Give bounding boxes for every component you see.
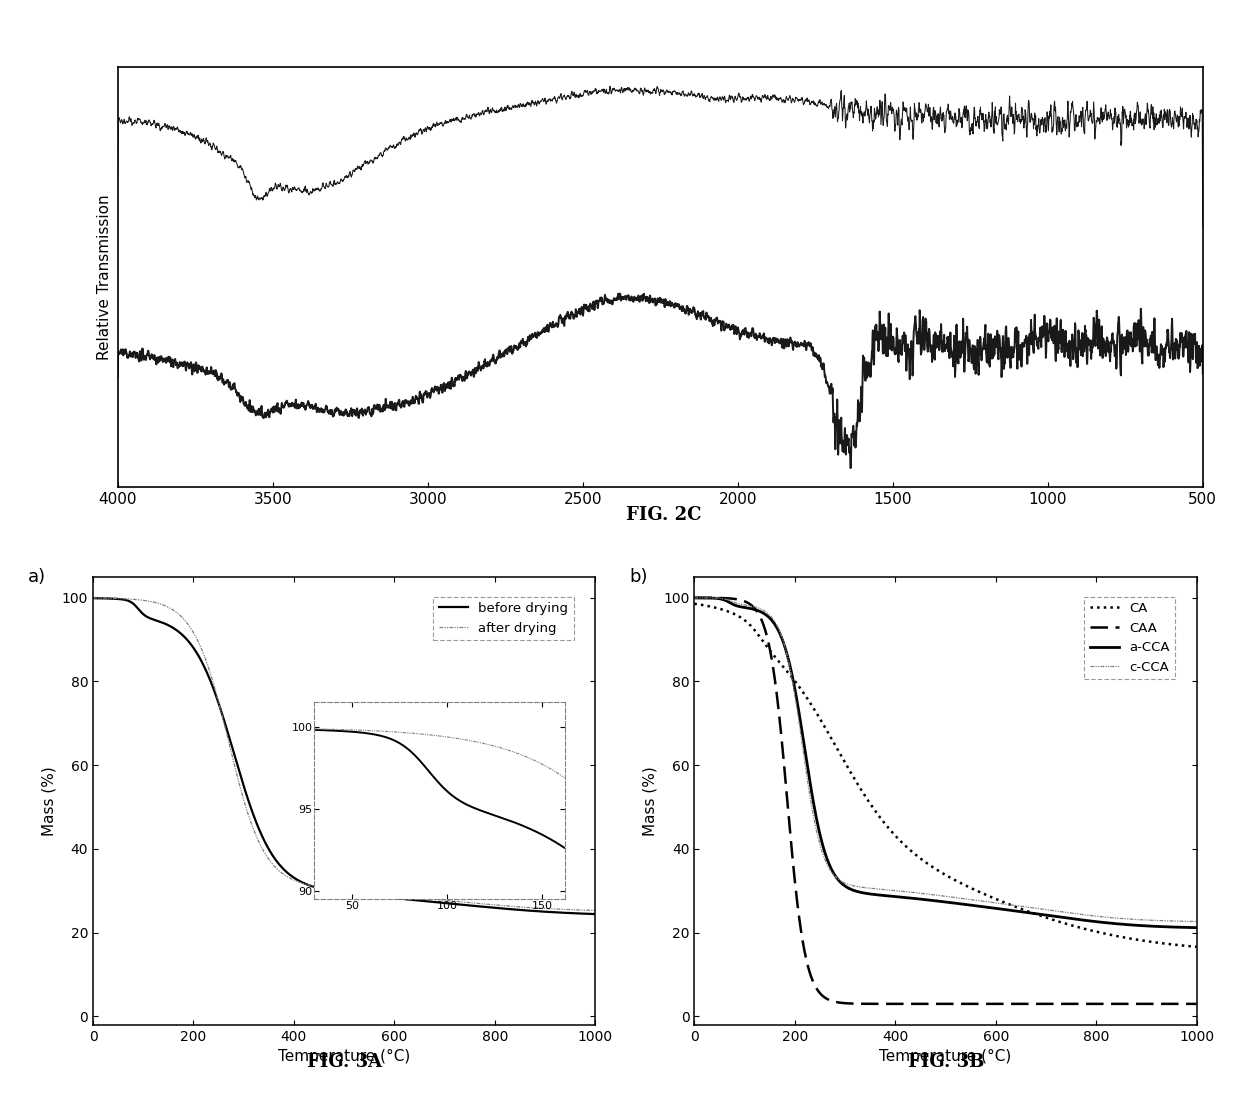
CA — [687, 597, 702, 610]
a-CCA — [1174, 921, 1189, 934]
CA — [918, 856, 932, 869]
before drying — [588, 907, 603, 921]
Text: b): b) — [629, 568, 647, 586]
Line: after drying: after drying — [93, 598, 595, 911]
Text: FIG. 3A: FIG. 3A — [308, 1053, 382, 1071]
CA — [931, 865, 946, 878]
c-CCA — [713, 591, 728, 605]
CAA — [713, 591, 728, 605]
after drying — [330, 883, 345, 896]
c-CCA — [931, 888, 946, 902]
Line: CA: CA — [694, 604, 1197, 946]
Text: a): a) — [27, 568, 46, 586]
a-CCA — [1189, 921, 1204, 934]
a-CCA — [931, 895, 946, 908]
Y-axis label: Mass (%): Mass (%) — [41, 766, 56, 836]
after drying — [481, 897, 496, 911]
a-CCA — [687, 591, 702, 605]
CA — [1174, 939, 1189, 952]
CA — [1189, 940, 1204, 953]
c-CCA — [1174, 915, 1189, 928]
after drying — [573, 903, 588, 916]
CAA — [1174, 997, 1189, 1010]
X-axis label: Temperature (°C): Temperature (°C) — [278, 1049, 410, 1064]
after drying — [112, 591, 126, 605]
c-CCA — [1174, 915, 1189, 928]
before drying — [573, 907, 588, 921]
after drying — [316, 881, 331, 895]
CA — [1083, 923, 1097, 936]
before drying — [481, 900, 496, 914]
CAA — [687, 591, 702, 605]
before drying — [573, 907, 588, 921]
Line: before drying: before drying — [93, 598, 595, 914]
Line: CAA: CAA — [694, 598, 1197, 1004]
Legend: CA, CAA, a-CCA, c-CCA: CA, CAA, a-CCA, c-CCA — [1084, 597, 1176, 679]
a-CCA — [918, 893, 932, 906]
a-CCA — [1083, 914, 1097, 927]
CAA — [1189, 997, 1204, 1010]
c-CCA — [918, 887, 932, 900]
Legend: before drying, after drying: before drying, after drying — [434, 597, 574, 640]
CAA — [931, 997, 946, 1010]
c-CCA — [687, 591, 702, 605]
a-CCA — [1174, 921, 1189, 934]
after drying — [86, 591, 100, 605]
before drying — [112, 592, 126, 606]
Text: FIG. 2C: FIG. 2C — [626, 506, 701, 524]
before drying — [316, 883, 331, 896]
CA — [1174, 939, 1189, 952]
CAA — [1174, 997, 1189, 1010]
Line: c-CCA: c-CCA — [694, 598, 1197, 922]
after drying — [573, 903, 588, 916]
c-CCA — [1083, 908, 1097, 922]
Line: a-CCA: a-CCA — [694, 598, 1197, 927]
Y-axis label: Mass (%): Mass (%) — [642, 766, 657, 836]
c-CCA — [1189, 915, 1204, 928]
Text: FIG. 3B: FIG. 3B — [908, 1053, 985, 1071]
CA — [713, 603, 728, 616]
X-axis label: Temperature (°C): Temperature (°C) — [879, 1049, 1012, 1064]
a-CCA — [713, 592, 728, 606]
CAA — [918, 997, 932, 1010]
CAA — [1083, 997, 1097, 1010]
before drying — [330, 885, 345, 898]
Y-axis label: Relative Transmission: Relative Transmission — [97, 195, 113, 360]
before drying — [86, 591, 100, 605]
CAA — [1112, 997, 1127, 1010]
after drying — [588, 904, 603, 917]
